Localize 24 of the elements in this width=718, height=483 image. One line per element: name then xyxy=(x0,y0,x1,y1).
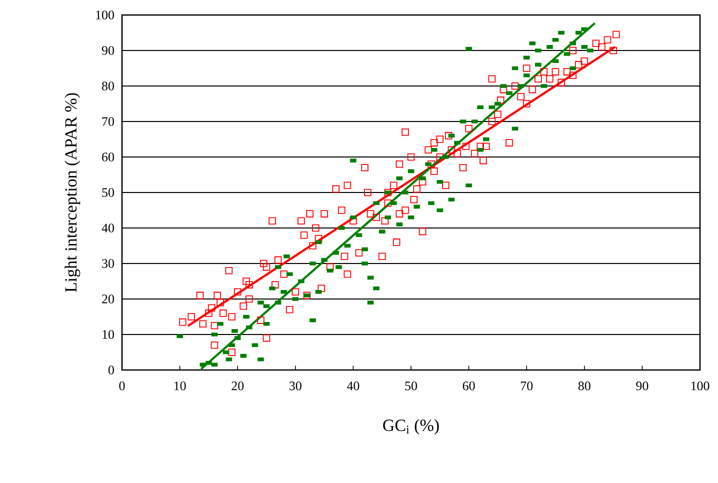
y-tick-label: 10 xyxy=(102,330,114,339)
x-tick-label: 30 xyxy=(290,382,302,390)
y-tick-label: 20 xyxy=(102,294,114,304)
x-tick-label: 0 xyxy=(119,382,125,390)
x-tick-label: 20 xyxy=(232,382,244,390)
x-tick-label: 90 xyxy=(636,382,648,390)
x-tick-label: 100 xyxy=(691,382,710,390)
x-axis-title: GC$_{i}$ (%) xyxy=(383,419,439,435)
y-tick-label: 80 xyxy=(102,82,114,90)
y-tick-label: 0 xyxy=(108,366,114,374)
y-tick-label: 60 xyxy=(102,152,114,162)
y-tick-label: 40 xyxy=(102,224,114,232)
y-tick-label: 90 xyxy=(102,46,114,55)
y-tick-label: 100 xyxy=(96,10,114,20)
x-tick-label: 40 xyxy=(346,382,360,390)
x-tick-label: 80 xyxy=(578,382,590,390)
x-tick-label: 60 xyxy=(462,382,475,390)
y-tick-label: 70 xyxy=(102,117,114,126)
y-axis-title: Light interception (APAR %) xyxy=(64,93,80,292)
x-tick-label: 10 xyxy=(174,382,186,390)
y-tick-label: 30 xyxy=(102,259,114,268)
x-tick-label: 50 xyxy=(405,382,418,390)
y-tick-label: 50 xyxy=(102,188,114,197)
x-tick-label: 70 xyxy=(520,382,533,390)
